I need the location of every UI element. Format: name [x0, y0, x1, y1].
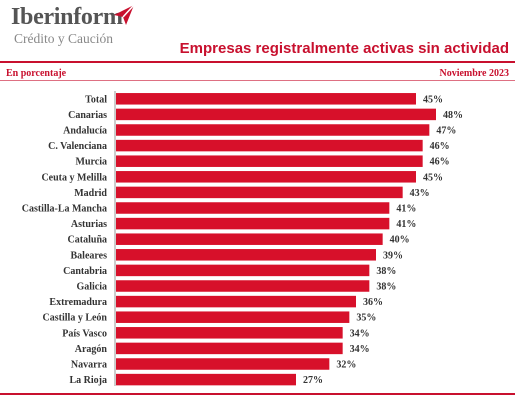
- bar-chart: Total 45% Canarias 48% Andalucía 47% C. Valenc…: [22, 91, 463, 386]
- bar: [116, 186, 403, 199]
- category-label: Cataluña: [68, 235, 107, 246]
- value-label: 40%: [390, 235, 410, 246]
- category-label: C. Valenciana: [48, 141, 107, 152]
- bottom-rule: [0, 393, 515, 395]
- bird-logo-icon: [114, 4, 135, 25]
- value-label: 43%: [410, 188, 430, 199]
- bar: [116, 202, 390, 214]
- value-label: 39%: [383, 250, 403, 261]
- category-label: Asturias: [71, 219, 107, 230]
- category-label: País Vasco: [62, 328, 107, 339]
- unit-label: En porcentaje: [6, 68, 67, 79]
- value-label: 45%: [423, 94, 443, 105]
- category-label: Navarra: [71, 360, 107, 371]
- value-label: 48%: [443, 110, 463, 121]
- bar: [116, 217, 390, 230]
- bar: [116, 233, 383, 245]
- title-divider: [0, 61, 515, 63]
- category-label: Galicia: [76, 282, 107, 293]
- value-label: 45%: [423, 172, 443, 183]
- bar: [116, 124, 430, 136]
- header-divider: [0, 80, 515, 81]
- value-label: 34%: [350, 328, 370, 339]
- bar: [116, 358, 330, 370]
- category-label: Baleares: [71, 250, 108, 261]
- value-label: 35%: [356, 313, 376, 324]
- value-label: 46%: [430, 157, 450, 168]
- bar: [116, 108, 436, 121]
- value-label: 34%: [350, 344, 370, 355]
- value-label: 46%: [430, 141, 450, 152]
- category-label: Aragón: [75, 344, 108, 355]
- value-label: 41%: [396, 204, 416, 215]
- chart-title: Empresas registralmente activas sin acti…: [179, 40, 509, 57]
- bar: [116, 171, 416, 183]
- brand-tagline: Crédito y Caución: [14, 31, 113, 46]
- category-label: Andalucía: [63, 126, 107, 137]
- category-label: Madrid: [74, 188, 107, 199]
- bar: [116, 249, 376, 261]
- category-label: Cantabria: [63, 266, 107, 277]
- category-label: Extremadura: [49, 297, 107, 308]
- value-label: 47%: [436, 126, 456, 137]
- bar: [116, 139, 423, 152]
- value-label: 36%: [363, 297, 383, 308]
- bar: [116, 93, 416, 105]
- category-label: Ceuta y Melilla: [41, 172, 107, 183]
- date-label: Noviembre 2023: [439, 68, 509, 79]
- value-label: 38%: [376, 266, 396, 277]
- value-label: 27%: [303, 375, 323, 386]
- value-label: 41%: [396, 219, 416, 230]
- category-label: La Rioja: [70, 375, 108, 386]
- category-label: Murcia: [76, 157, 107, 168]
- bar: [116, 155, 423, 167]
- brand-name: Iberinform: [11, 4, 123, 30]
- value-label: 38%: [376, 282, 396, 293]
- value-label: 32%: [336, 360, 356, 371]
- bar: [116, 264, 370, 277]
- bar: [116, 295, 356, 308]
- category-label: Castilla-La Mancha: [22, 204, 107, 215]
- bar: [116, 327, 343, 339]
- bar: [116, 342, 343, 355]
- bar: [116, 280, 370, 292]
- bar: [116, 373, 296, 386]
- category-label: Total: [85, 94, 107, 105]
- category-label: Castilla y León: [43, 313, 108, 324]
- bar: [116, 311, 350, 323]
- category-label: Canarias: [68, 110, 107, 121]
